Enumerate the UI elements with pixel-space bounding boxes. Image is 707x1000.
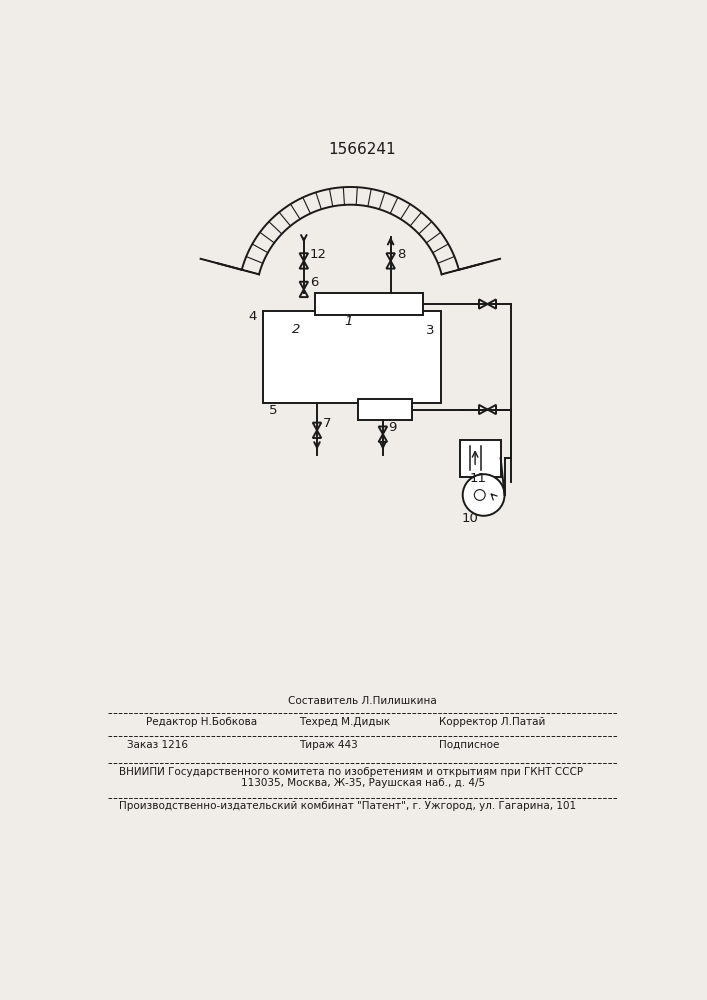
Circle shape: [462, 474, 505, 516]
Text: 7: 7: [322, 417, 331, 430]
Text: Производственно-издательский комбинат "Патент", г. Ужгород, ул. Гагарина, 101: Производственно-издательский комбинат "П…: [119, 801, 576, 811]
Text: 12: 12: [310, 248, 327, 261]
Text: 10: 10: [461, 512, 478, 525]
Text: Заказ 1216: Заказ 1216: [127, 740, 188, 750]
Text: Составитель Л.Пилишкина: Составитель Л.Пилишкина: [288, 696, 437, 706]
Text: 11: 11: [469, 472, 486, 485]
Text: 5: 5: [269, 404, 277, 417]
Text: ВНИИПИ Государственного комитета по изобретениям и открытиям при ГКНТ СССР: ВНИИПИ Государственного комитета по изоб…: [119, 767, 583, 777]
Text: Подписное: Подписное: [438, 740, 499, 750]
Text: 9: 9: [388, 421, 397, 434]
Text: Корректор Л.Патай: Корректор Л.Патай: [438, 717, 545, 727]
Text: 2: 2: [292, 323, 300, 336]
Text: 1: 1: [344, 315, 353, 328]
Text: Тираж 443: Тираж 443: [299, 740, 358, 750]
Circle shape: [474, 490, 485, 500]
Text: 113035, Москва, Ж-35, Раушская наб., д. 4/5: 113035, Москва, Ж-35, Раушская наб., д. …: [240, 778, 485, 788]
Text: 4: 4: [249, 310, 257, 323]
Text: Редактор Н.Бобкова: Редактор Н.Бобкова: [146, 717, 257, 727]
Bar: [315, 293, 423, 315]
Text: Техред М.Дидык: Техред М.Дидык: [299, 717, 390, 727]
Bar: [358, 399, 412, 420]
Text: 1566241: 1566241: [328, 142, 396, 157]
Bar: [263, 311, 441, 403]
Text: 3: 3: [426, 324, 434, 337]
Text: 6: 6: [310, 276, 318, 289]
Text: 8: 8: [397, 248, 405, 261]
Bar: [460, 440, 501, 477]
